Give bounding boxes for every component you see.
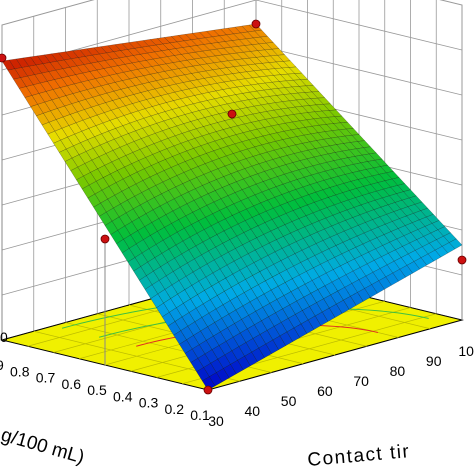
x-tick-label: 80 [390,363,406,379]
x-tick-label: 90 [426,353,442,369]
x-tick-label: 30 [208,413,224,429]
design-point [457,255,467,265]
design-point [100,234,110,244]
x-tick-label: 40 [244,403,260,419]
x-axis-title: Contact tir [307,441,412,471]
y-tick-label: 0.2 [165,401,185,417]
y-tick-label: 0.4 [113,388,133,404]
z-tick-0: 0 [0,329,8,345]
y-tick-label: 0.3 [139,395,159,411]
response-surface [1,23,463,391]
x-tick-labels: 30 40 50 60 70 80 90 100 [208,343,474,429]
design-point [251,19,261,29]
design-points [0,19,467,395]
design-point [0,53,7,63]
x-tick-label: 100 [458,343,474,359]
y-tick-label: 0.1 [190,407,210,423]
y-tick-label: 0.9 [0,357,4,373]
wall-horizontal-gridline [1,0,463,71]
y-tick-labels: 0.1 0.2 0.3 0.4 0.5 0.6 0.7 0.8 0.9 [0,357,210,423]
z-tick-labels: 0 [0,329,8,345]
y-tick-label: 0.8 [10,363,30,379]
design-point [227,109,237,119]
y-tick-label: 0.7 [36,370,56,386]
design-point [203,385,213,395]
x-tick-label: 50 [281,393,297,409]
surface-mesh-cell [202,376,216,391]
y-axis-title: g/100 mL) [0,425,87,469]
y-tick-label: 0.6 [62,376,82,392]
x-tick-label: 70 [353,373,369,389]
x-tick-label: 60 [317,383,333,399]
y-tick-label: 0.5 [87,382,107,398]
